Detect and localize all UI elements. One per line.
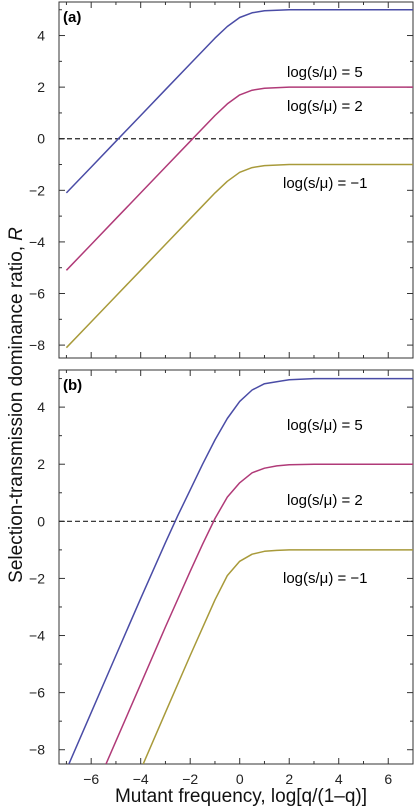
panel-a-y-tick-label: 4 — [37, 28, 45, 44]
y-axis-title-symbol: R — [6, 227, 27, 241]
x-axis-title: Mutant frequency, log[q/(1–q)] — [115, 786, 367, 807]
panel-b-series-5 — [68, 377, 413, 764]
panel-a-y-tick-label: −6 — [29, 286, 45, 302]
panel-b-x-tick-label: 4 — [335, 771, 343, 787]
panel-b-y-tick-label: 4 — [37, 399, 45, 415]
panel-a-series-minus1 — [65, 163, 413, 349]
panel-b-series-minus1 — [142, 549, 413, 764]
panel-b-y-tick-label: −2 — [29, 570, 45, 586]
y-axis-title-text: Selection-transmission dominance ratio, — [6, 246, 27, 583]
panel-b-y-tick-label: −4 — [29, 628, 45, 644]
panel-b-series-2 — [105, 463, 413, 764]
panel-b-x-tick-label: 2 — [285, 771, 293, 787]
panel-a-y-tick-label: 0 — [37, 131, 45, 147]
panel-b-series-label-5: log(s/μ) = 5 — [287, 417, 363, 434]
panel-b-frame — [58, 369, 414, 765]
panel-a-series-label-5: log(s/μ) = 5 — [287, 64, 363, 81]
panel-b-y-tick-label: −8 — [29, 742, 45, 758]
panel-b-series-label-2: log(s/μ) = 2 — [287, 492, 363, 509]
panel-a-frame — [58, 1, 414, 359]
panel-a-y-tick-label: −8 — [29, 337, 45, 353]
panel-b: −8 −6 −4 −2 0 2 4 −6 −4 −2 0 2 4 6 log(s/μ) = 5 log(s/μ… — [29, 369, 414, 787]
panel-b-series-label-minus1: log(s/μ) = −1 — [283, 570, 368, 587]
panel-a-y-tick-label: 2 — [37, 79, 45, 95]
y-axis-title: Selection-transmission dominance ratio, R — [6, 227, 27, 583]
panel-a-series-label-minus1: log(s/μ) = −1 — [283, 175, 368, 192]
panel-b-y-tick-label: −6 — [29, 685, 45, 701]
panel-b-x-tick-label: −2 — [182, 771, 198, 787]
panel-a-series-label-2: log(s/μ) = 2 — [287, 98, 363, 115]
panel-a-label: (a) — [63, 9, 81, 26]
panel-b-x-tick-label: −6 — [83, 771, 99, 787]
panel-a-series-2 — [65, 86, 413, 271]
panel-b-y-tick-label: 0 — [37, 513, 45, 529]
panel-b-x-tick-label: 6 — [384, 771, 392, 787]
panel-a-y-tick-label: −4 — [29, 234, 45, 250]
panel-b-x-tick-label: 0 — [236, 771, 244, 787]
panel-a: −8 −6 −4 −2 0 2 4 log(s/μ) = 5 log(s/μ) = 2 log(s… — [29, 1, 414, 359]
panel-b-label: (b) — [63, 377, 82, 394]
panel-b-y-tick-label: 2 — [37, 456, 45, 472]
panel-a-y-tick-label: −2 — [29, 182, 45, 198]
panel-a-series-5 — [65, 8, 413, 194]
panel-b-x-tick-label: −4 — [133, 771, 149, 787]
